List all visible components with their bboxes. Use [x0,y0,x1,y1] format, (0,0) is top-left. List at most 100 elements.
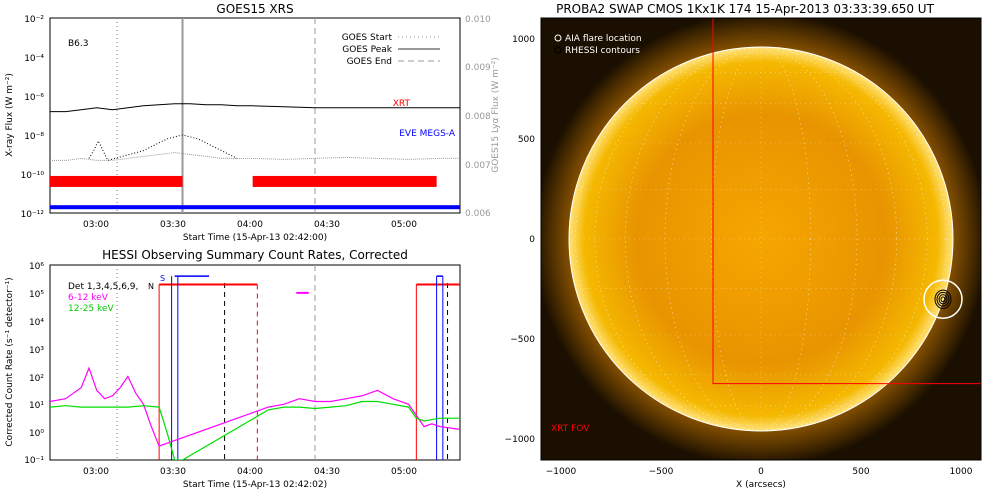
swap-y-tick: 1000 [512,35,535,45]
rhessi-contour [936,291,950,307]
hessi-title: HESSI Observing Summary Count Rates, Cor… [102,248,408,262]
swap-y-tick: −500 [510,335,535,345]
goes-right-tick: 0.007 [465,161,491,171]
hessi-x-tick: 04:00 [237,467,263,477]
swap-y-tick: 0 [529,235,535,245]
goes-x-axis: 03:00 03:30 04:00 04:30 05:00 [83,220,417,230]
goes-x-label: Start Time (15-Apr-13 02:42:00) [183,233,327,243]
solar-limb [568,46,954,432]
goes-flux-series [88,134,238,161]
hessi-y-tick: 10⁻¹ [24,456,44,466]
swap-title: PROBA2 SWAP CMOS 1Kx1K 174 15-Apr-2013 0… [556,2,934,16]
hessi-y-tick: 10⁵ [29,290,44,300]
hessi-y-tick: 10⁴ [29,318,44,328]
swap-panel: PROBA2 SWAP CMOS 1Kx1K 174 15-Apr-2013 0… [505,2,982,490]
goes-y-tick: 10⁻⁴ [24,54,44,64]
hessi-plot-frame [49,264,461,461]
xrt-coverage-bar [50,175,183,187]
goes-right-tick: 0.008 [465,112,491,122]
saa-marker-label: S [160,274,165,283]
rhessi-contours [934,289,952,309]
goes-right-tick: 0.010 [465,15,491,25]
goes-y-tick: 10⁻⁶ [24,93,44,103]
solar-disk [569,47,953,431]
hessi-y-label: Corrected Count Rate (s⁻¹ detector⁻¹) [5,277,15,446]
xrt-fov-label: XRT FOV [551,424,590,434]
goes-x-tick: 04:30 [314,220,340,230]
hessi-plot-area [50,265,460,460]
swap-x-tick: −1000 [546,467,577,477]
goes-y-tick: 10⁻⁸ [24,132,44,142]
goes-right-tick: 0.006 [465,209,491,219]
goes-right-axis: 0.010 0.009 0.008 0.007 0.006 [465,15,491,219]
swap-image [541,18,981,460]
goes-right-tick: 0.009 [465,63,491,73]
hessi-legend: Det 1,3,4,5,6,9, 6-12 keV 12-25 keV N S [68,274,165,314]
hessi-x-tick: 05:00 [391,467,417,477]
legend-6-12-kev: 6-12 keV [68,293,109,303]
aia-legend-icon [554,34,562,42]
swap-y-tick: −1000 [505,435,536,445]
xrt-fov-box [712,18,981,385]
rhessi-legend-icon [554,46,562,54]
swap-legend: AIA flare location RHESSI contours [554,34,642,56]
goes-flux-series [50,152,460,161]
xrt-coverage-bar [252,175,437,187]
goes-right-label: GOES15 Lyα Flux (W m⁻²) [491,57,501,173]
swap-x-tick: −500 [649,467,674,477]
swap-y-axis: 1000 500 0 −500 −1000 [505,35,536,445]
longitude-line [664,46,858,432]
hessi-y-tick: 10¹ [29,401,44,411]
goes-title: GOES15 XRS [216,2,293,16]
goes-class-label: B6.3 [68,39,89,49]
aia-flare-circle [923,279,963,320]
legend-detectors: Det 1,3,4,5,6,9, [68,282,138,292]
goes-y-tick: 10⁻¹⁰ [21,171,45,181]
goes-panel: GOES15 XRS 10⁻² 10⁻⁴ 10⁻⁶ 10⁻⁸ 10⁻¹⁰ 10⁻… [5,2,501,243]
hessi-x-tick: 04:30 [314,467,340,477]
goes-plot-area [50,18,460,213]
hessi-x-axis: 03:00 03:30 04:00 04:30 05:00 [83,467,417,477]
goes-y-tick: 10⁻² [24,15,44,25]
xrt-annotation: XRT [393,99,411,109]
rhessi-contour [938,294,948,305]
goes-x-tick: 03:30 [160,220,186,230]
legend-aia-flare: AIA flare location [565,34,642,44]
swap-frame [540,17,982,461]
goes-y-axis: 10⁻² 10⁻⁴ 10⁻⁶ 10⁻⁸ 10⁻¹⁰ 10⁻¹² [21,15,45,220]
hessi-x-tick: 03:00 [83,467,109,477]
goes-y-label: X-ray Flux (W m⁻²) [5,73,15,157]
hessi-y-tick: 10⁰ [29,429,44,439]
goes-legend: GOES Start GOES Peak GOES End [342,33,440,67]
hessi-series-6-12-keV [50,366,460,447]
heliographic-grid [569,46,953,432]
hessi-y-tick: 10⁶ [29,262,44,272]
hessi-x-tick: 03:30 [160,467,186,477]
goes-y-tick: 10⁻¹² [21,210,45,220]
hessi-y-axis: 10⁶ 10⁵ 10⁴ 10³ 10² 10¹ 10⁰ 10⁻¹ [24,262,44,466]
goes-x-tick: 04:00 [237,220,263,230]
legend-goes-end: GOES End [347,57,392,67]
swap-x-axis: −1000 −500 0 500 1000 [546,467,973,477]
longitude-line [575,46,947,432]
swap-x-tick: 500 [852,467,869,477]
goes-x-tick: 05:00 [391,220,417,230]
legend-12-25-kev: 12-25 keV [68,304,114,314]
rhessi-contour [940,296,946,303]
goes-x-tick: 03:00 [83,220,109,230]
hessi-y-tick: 10² [29,374,44,384]
hessi-x-label: Start Time (15-Apr-13 02:42:02) [183,480,327,490]
legend-goes-peak: GOES Peak [342,45,392,55]
night-marker-label: N [148,282,154,291]
eve-annotation: EVE MEGS-A [399,129,456,139]
swap-x-tick: 0 [758,467,764,477]
legend-goes-start: GOES Start [342,33,393,43]
hessi-series-12-25-keV [50,400,460,460]
swap-x-label: X (arcsecs) [736,480,786,490]
longitude-line [594,46,928,432]
hessi-y-tick: 10³ [29,346,44,356]
goes-plot-frame [49,17,461,214]
eve-coverage-bar [50,205,460,210]
